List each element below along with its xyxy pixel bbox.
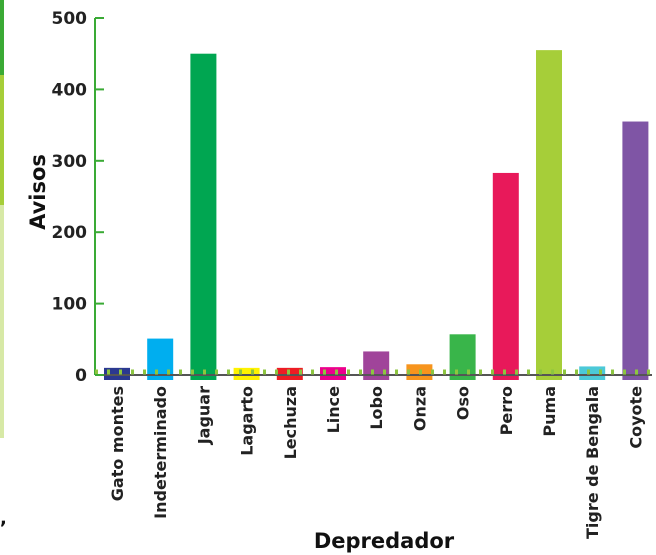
y-axis-title: Avisos — [26, 154, 50, 230]
y-tick-label: 100 — [52, 295, 88, 315]
left-edge-strip-light — [0, 205, 4, 438]
bars-group — [104, 50, 649, 380]
bar-coyote — [622, 121, 649, 380]
y-tick-label: 400 — [52, 80, 88, 100]
bar-oso — [449, 334, 476, 380]
x-tick-label: Puma — [540, 386, 559, 437]
left-edge-strip-dark — [0, 0, 4, 75]
x-tick-label: Jaguar — [194, 386, 213, 445]
bar-gato-montes — [104, 367, 130, 380]
axes-group — [94, 18, 652, 376]
x-tick-label: Gato montes — [108, 386, 127, 501]
x-tick-label: Oso — [454, 386, 473, 420]
bar-lagarto — [233, 367, 260, 380]
bar-lince — [320, 367, 346, 380]
y-tick-label: 200 — [52, 223, 88, 243]
x-axis-title: Depredador — [314, 529, 455, 553]
x-tick-label: Lobo — [367, 386, 386, 430]
y-tick-label: 0 — [75, 366, 87, 386]
x-tick-label: Coyote — [626, 386, 645, 449]
x-tick-label: Perro — [497, 386, 516, 435]
x-tick-label: Lagarto — [238, 386, 257, 456]
bar-puma — [536, 50, 562, 380]
y-tick-label: 500 — [52, 9, 88, 29]
bar-jaguar — [190, 53, 217, 380]
x-tick-label: Lechuza — [281, 386, 300, 459]
x-tick-label: Indeterminado — [151, 386, 170, 519]
x-labels-group: Gato montes Indeterminado Jaguar Lagarto Lec… — [108, 386, 645, 539]
edge-comma-glyph: , — [0, 508, 7, 529]
y-tick-label: 300 — [52, 152, 88, 172]
bar-tigre-de-bengala — [579, 366, 606, 380]
y-ticks-group: 0 100 200 300 400 500 — [52, 9, 104, 386]
x-tick-label: Onza — [410, 386, 429, 431]
left-edge-strip-mid — [0, 75, 4, 205]
x-tick-label: Tigre de Bengala — [583, 386, 602, 539]
bar-perro — [492, 172, 519, 380]
x-tick-label: Lince — [324, 386, 343, 434]
